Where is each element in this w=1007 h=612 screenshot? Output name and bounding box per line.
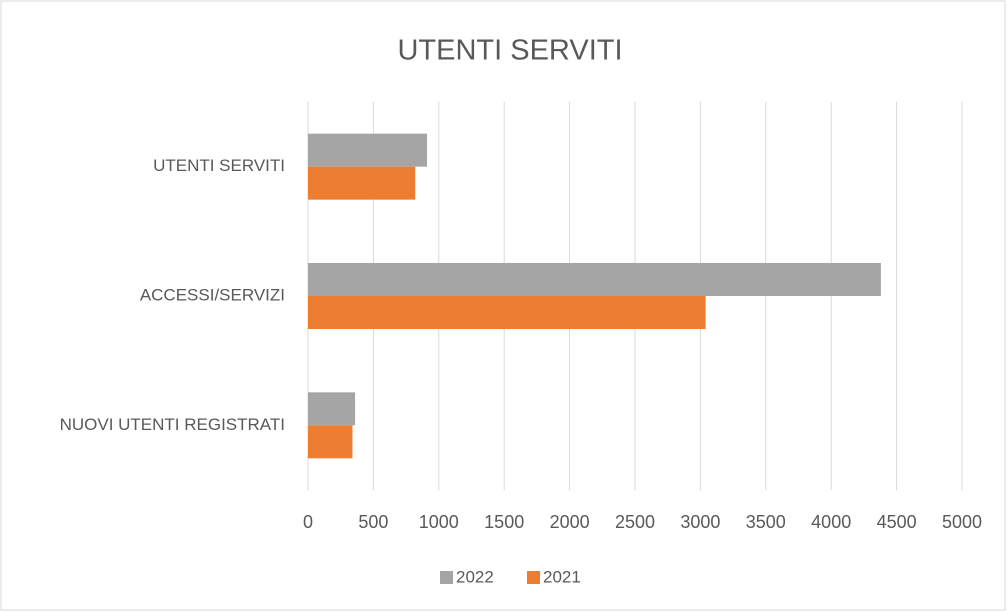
bar [308, 263, 881, 296]
bar [308, 392, 356, 426]
y-tick-label: ACCESSI/SERVIZI [140, 285, 285, 304]
x-tick-label: 500 [358, 512, 388, 532]
bar [308, 425, 353, 459]
x-tick-label: 1500 [484, 512, 524, 532]
legend-label: 2021 [543, 567, 581, 586]
bar [308, 296, 706, 329]
x-tick-label: 3500 [746, 512, 786, 532]
x-tick-label: 1000 [419, 512, 459, 532]
legend-swatch [527, 571, 540, 584]
legend-swatch [440, 571, 453, 584]
y-tick-label: NUOVI UTENTI REGISTRATI [60, 415, 285, 434]
x-tick-label: 4000 [811, 512, 851, 532]
x-tick-label: 2500 [615, 512, 655, 532]
chart-title: UTENTI SERVITI [397, 35, 622, 67]
x-tick-label: 4500 [877, 512, 917, 532]
x-tick-label: 3000 [680, 512, 720, 532]
bar [308, 133, 428, 167]
x-tick-label: 5000 [942, 512, 982, 532]
bar [308, 166, 416, 200]
x-tick-label: 2000 [550, 512, 590, 532]
y-tick-label: UTENTI SERVITI [153, 156, 285, 175]
legend-label: 2022 [456, 567, 494, 586]
x-tick-label: 0 [303, 512, 313, 532]
